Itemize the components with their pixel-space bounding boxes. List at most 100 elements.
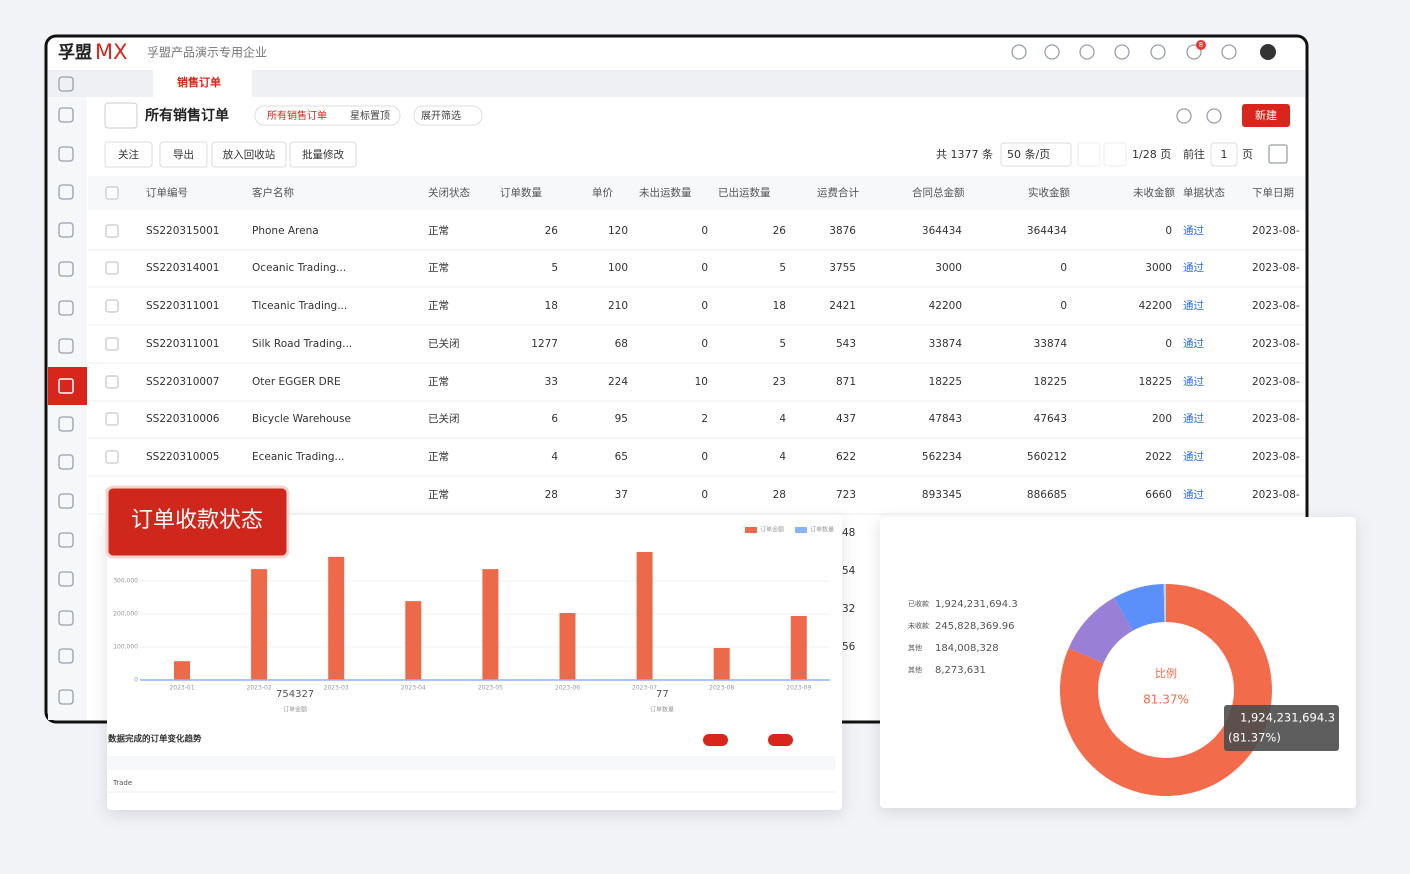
new-button-label[interactable]: 新建 bbox=[1255, 108, 1277, 122]
table-cell[interactable]: 通过 bbox=[1183, 375, 1205, 388]
page-input-value[interactable]: 1 bbox=[1221, 148, 1228, 161]
action-button[interactable] bbox=[289, 141, 357, 168]
page-size[interactable]: 50 条/页 bbox=[1007, 147, 1050, 161]
table-cell: 18 bbox=[545, 300, 558, 312]
row-checkbox[interactable] bbox=[105, 375, 119, 389]
trend-table-header bbox=[108, 756, 835, 770]
column-header[interactable]: 订单数量 bbox=[500, 186, 542, 199]
table-cell: 0 bbox=[1060, 262, 1067, 274]
column-settings[interactable] bbox=[1268, 144, 1288, 164]
filter-tab[interactable]: 所有销售订单 bbox=[267, 109, 327, 122]
x-tick-label: 2023-03 bbox=[324, 685, 349, 692]
column-header[interactable]: 下单日期 bbox=[1252, 187, 1294, 199]
table-cell[interactable]: 通过 bbox=[1183, 337, 1205, 350]
filter-icon[interactable] bbox=[1206, 108, 1222, 124]
sidebar-icon[interactable] bbox=[58, 648, 74, 664]
action-button[interactable] bbox=[104, 141, 153, 168]
row-checkbox[interactable] bbox=[105, 337, 119, 351]
table-cell[interactable]: 通过 bbox=[1183, 488, 1205, 501]
toggle[interactable] bbox=[703, 734, 728, 746]
tab-active[interactable] bbox=[153, 70, 252, 97]
table-cell: 正常 bbox=[428, 450, 449, 463]
sidebar-icon[interactable] bbox=[58, 76, 74, 92]
table-cell: 723 bbox=[836, 489, 856, 501]
header-icon[interactable] bbox=[1044, 44, 1060, 60]
column-header[interactable]: 单据状态 bbox=[1183, 186, 1225, 199]
legend-label: 订单金额 bbox=[760, 526, 784, 534]
column-header[interactable]: 合同总金额 bbox=[912, 186, 965, 199]
table-cell: 正常 bbox=[428, 224, 449, 237]
table-cell[interactable]: 通过 bbox=[1183, 261, 1205, 274]
action-label[interactable]: 批量修改 bbox=[302, 148, 344, 161]
expand-filter-label[interactable]: 展开筛选 bbox=[421, 109, 461, 122]
sidebar-icon[interactable] bbox=[58, 416, 74, 432]
avatar[interactable] bbox=[1260, 44, 1276, 60]
header-icon[interactable] bbox=[1150, 44, 1166, 60]
header-icon[interactable] bbox=[1114, 44, 1130, 60]
sidebar-icon[interactable] bbox=[58, 532, 74, 548]
sidebar-active[interactable] bbox=[48, 367, 87, 405]
sidebar-icon[interactable] bbox=[58, 261, 74, 277]
header-icon[interactable] bbox=[1079, 44, 1095, 60]
table-cell[interactable]: 通过 bbox=[1183, 224, 1205, 237]
table-fragment: 56 bbox=[842, 641, 856, 653]
sidebar-icon[interactable] bbox=[58, 222, 74, 238]
row-checkbox[interactable] bbox=[105, 450, 119, 464]
header-icon[interactable] bbox=[1221, 44, 1237, 60]
header-checkbox[interactable] bbox=[105, 186, 119, 200]
sidebar-icon[interactable] bbox=[58, 146, 74, 162]
sidebar-icon[interactable] bbox=[58, 454, 74, 470]
column-header[interactable]: 未出运数量 bbox=[639, 186, 692, 199]
row-checkbox[interactable] bbox=[105, 224, 119, 238]
column-header[interactable]: 订单编号 bbox=[146, 186, 188, 199]
header-icon[interactable] bbox=[1011, 44, 1027, 60]
filter-tab[interactable]: 星标置顶 bbox=[350, 110, 390, 122]
row-checkbox[interactable] bbox=[105, 261, 119, 275]
column-header[interactable]: 已出运数量 bbox=[718, 186, 771, 199]
action-label[interactable]: 放入回收站 bbox=[223, 148, 276, 161]
view-icon[interactable] bbox=[104, 102, 138, 129]
sidebar-icon[interactable] bbox=[58, 338, 74, 354]
toggle[interactable] bbox=[768, 734, 793, 746]
sidebar-icon[interactable] bbox=[58, 184, 74, 200]
sidebar-icon[interactable] bbox=[58, 610, 74, 626]
page-size-select[interactable] bbox=[1000, 142, 1072, 167]
row-checkbox[interactable] bbox=[105, 412, 119, 426]
table-cell[interactable]: 通过 bbox=[1183, 412, 1205, 425]
header-icon[interactable] bbox=[1186, 44, 1202, 60]
sidebar-icon[interactable] bbox=[58, 107, 74, 123]
view-title[interactable]: 所有销售订单 bbox=[145, 107, 229, 124]
action-label[interactable]: 关注 bbox=[118, 148, 139, 161]
table-cell[interactable]: 通过 bbox=[1183, 450, 1205, 463]
action-label[interactable]: 导出 bbox=[173, 148, 194, 161]
expand-filter[interactable] bbox=[413, 105, 483, 126]
sidebar-icon[interactable] bbox=[58, 571, 74, 587]
page-input[interactable] bbox=[1210, 142, 1238, 167]
sidebar-icon-active[interactable] bbox=[58, 378, 74, 394]
column-header[interactable]: 单价 bbox=[592, 187, 613, 199]
column-header[interactable]: 客户名称 bbox=[252, 186, 294, 199]
search-icon[interactable] bbox=[1176, 108, 1192, 124]
table-cell: 23 bbox=[773, 376, 786, 388]
column-header[interactable]: 实收金额 bbox=[1028, 186, 1070, 199]
column-header[interactable]: 关闭状态 bbox=[428, 186, 470, 199]
column-header[interactable]: 未收金额 bbox=[1133, 186, 1175, 199]
table-cell[interactable]: 通过 bbox=[1183, 299, 1205, 312]
prev-page[interactable] bbox=[1077, 142, 1101, 167]
table-cell: 0 bbox=[701, 489, 708, 501]
logo-mx: MX bbox=[95, 40, 128, 64]
sidebar-icon[interactable] bbox=[58, 689, 74, 705]
action-button[interactable] bbox=[211, 141, 287, 168]
table-cell: 4 bbox=[779, 413, 786, 425]
row-checkbox[interactable] bbox=[105, 299, 119, 313]
sidebar-icon[interactable] bbox=[58, 300, 74, 316]
sidebar-icon[interactable] bbox=[58, 493, 74, 509]
annotation-caption: 订单数量 bbox=[650, 706, 674, 714]
new-button[interactable] bbox=[1242, 104, 1290, 127]
column-header[interactable]: 运费合计 bbox=[817, 186, 859, 199]
tab-title[interactable]: 销售订单 bbox=[177, 75, 221, 89]
table-cell: 364434 bbox=[922, 225, 962, 237]
trend-title: 数据完成的订单变化趋势 bbox=[108, 734, 202, 745]
next-page[interactable] bbox=[1103, 142, 1127, 167]
action-button[interactable] bbox=[159, 141, 208, 168]
